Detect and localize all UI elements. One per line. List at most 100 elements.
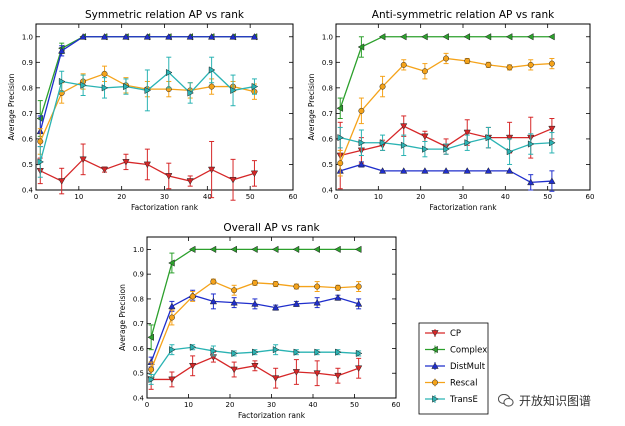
data-point [358,139,366,147]
chart-title: Anti-symmetric relation AP vs rank [372,9,555,21]
data-point [272,375,280,382]
data-point [549,139,556,147]
data-point [208,83,215,90]
y-tick-label: 0.4 [322,187,334,195]
y-tick-label: 0.7 [22,110,33,118]
data-point [250,33,259,40]
data-point [272,346,280,354]
y-tick-label: 0.5 [22,161,33,169]
data-point [357,43,365,51]
data-point [400,123,408,130]
data-point [251,82,259,91]
data-point [334,245,341,254]
data-point [147,333,154,341]
legend-marker [432,379,438,386]
y-tick-label: 0.4 [133,395,145,403]
x-tick-label: 20 [226,401,235,409]
data-point [230,298,238,306]
data-point [484,167,493,174]
data-point [355,365,363,372]
data-point [527,140,535,148]
data-point [168,259,175,267]
data-point [506,148,514,156]
data-point [210,347,218,355]
x-tick-label: 40 [309,401,318,409]
data-point [334,372,342,380]
chart-title: Overall AP vs rank [223,222,320,234]
chart-title: Symmetric relation AP vs rank [85,9,245,21]
data-point [378,33,386,41]
series-complex [147,245,362,351]
data-point [378,167,387,174]
chart-antisymmetric: Anti-symmetric relation AP vs rank 0 10 20 3… [307,9,594,212]
data-point [272,281,279,288]
data-point [485,134,493,142]
data-point [422,145,429,153]
series-cp [36,140,259,201]
wechat-icon [497,393,514,407]
legend-item-transe: TransE [425,395,478,405]
data-point [292,300,301,307]
x-axis-label: Factorization rank [131,203,199,212]
data-point [334,284,341,291]
data-point [79,33,87,40]
data-point [358,107,365,114]
data-point [442,167,450,174]
legend-label: TransE [449,395,478,405]
series-rescal [337,52,555,177]
y-tick-label: 1.0 [22,33,33,41]
data-point [548,125,556,133]
data-point [527,61,534,68]
data-point [209,297,218,305]
data-point [548,33,555,41]
x-tick-label: 40 [501,193,510,201]
data-point [58,178,66,185]
x-tick-label: 0 [34,193,38,201]
x-tick-label: 50 [543,193,552,201]
data-point [527,178,535,186]
legend-item-complex: Complex [425,345,487,356]
x-tick-label: 10 [374,193,383,201]
data-point [443,55,450,62]
data-point [148,366,155,373]
data-point [231,349,238,358]
data-point [314,348,321,356]
data-point [355,283,362,290]
data-point [209,245,217,254]
data-point [143,33,151,40]
data-point [421,133,429,141]
y-tick-label: 0.6 [22,135,34,143]
data-point [189,343,197,351]
y-tick-label: 0.6 [322,135,334,143]
legend-item-distmult: DistMult [425,362,486,372]
data-point [250,170,259,178]
x-tick-label: 20 [117,193,126,201]
x-tick-label: 30 [267,401,276,409]
x-tick-label: 60 [289,193,298,201]
data-point [505,134,514,142]
x-tick-label: 60 [392,401,401,409]
y-tick-label: 0.7 [322,110,333,118]
x-tick-label: 50 [350,401,359,409]
data-point [144,86,152,95]
data-point [293,283,300,290]
data-point [379,83,386,90]
y-tick-label: 1.0 [133,246,144,254]
y-tick-label: 0.7 [133,320,144,328]
x-tick-label: 10 [184,401,193,409]
data-point [251,300,259,307]
data-point [400,167,408,174]
data-point [251,362,259,370]
data-point [548,60,555,67]
data-point [100,166,109,174]
y-tick-label: 0.8 [322,84,333,92]
y-axis-label: Average Precision [118,284,127,351]
plot-frame [146,236,397,399]
series-distmult [147,289,363,368]
legend-marker [432,395,439,403]
x-tick-label: 30 [160,193,169,201]
data-point [80,81,87,89]
data-point [187,89,194,97]
x-tick-label: 60 [586,193,595,201]
